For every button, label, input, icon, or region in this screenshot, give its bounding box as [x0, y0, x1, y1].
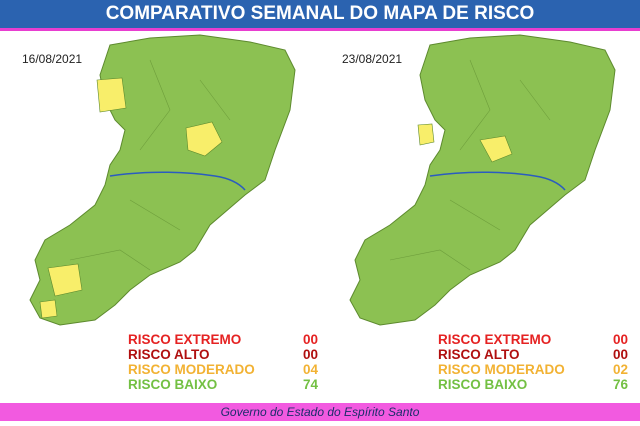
risk-count: 00: [612, 332, 628, 347]
legend-row: RISCO ALTO 00: [438, 347, 628, 362]
risk-label: RISCO BAIXO: [128, 377, 218, 392]
risk-label: RISCO MODERADO: [438, 362, 565, 377]
title: COMPARATIVO SEMANAL DO MAPA DE RISCO: [0, 0, 640, 31]
legend-row: RISCO EXTREMO 00: [128, 332, 318, 347]
risk-label: RISCO EXTREMO: [128, 332, 242, 347]
date: 23/08/2021: [342, 52, 403, 66]
risk-label: RISCO EXTREMO: [438, 332, 552, 347]
risk-count: 04: [302, 362, 318, 377]
legend-row: RISCO MODERADO 04: [128, 362, 318, 377]
moderate-region: [417, 123, 435, 146]
legend-row: RISCO MODERADO 02: [438, 362, 628, 377]
risk-label: RISCO BAIXO: [438, 377, 528, 392]
risk-label: RISCO MODERADO: [128, 362, 255, 377]
moderate-region: [47, 263, 83, 297]
legend-row: RISCO EXTREMO 00: [438, 332, 628, 347]
risk-label: RISCO ALTO: [128, 347, 210, 362]
footer: Governo do Estado do Espírito Santo: [0, 403, 640, 421]
risk-count: 00: [612, 347, 628, 362]
moderate-region: [39, 299, 58, 319]
date: 16/08/2021: [22, 52, 83, 66]
legend-row: RISCO ALTO 00: [128, 347, 318, 362]
moderate-region: [185, 121, 223, 157]
risk-count: 00: [302, 332, 318, 347]
legend-row: RISCO BAIXO 74: [128, 377, 318, 392]
risk-count: 00: [302, 347, 318, 362]
risk-label: RISCO ALTO: [438, 347, 520, 362]
legend-row: RISCO BAIXO 76: [438, 377, 628, 392]
risk-count: 02: [612, 362, 628, 377]
legend: RISCO EXTREMO 00 RISCO ALTO 00 RISCO MODERAD…: [438, 332, 628, 392]
map-right: [349, 34, 616, 326]
risk-count: 74: [302, 377, 318, 392]
legend: RISCO EXTREMO 00 RISCO ALTO 00 RISCO MODERAD…: [128, 332, 318, 392]
moderate-region: [479, 135, 513, 163]
risk-count: 76: [612, 377, 628, 392]
moderate-region: [96, 77, 127, 113]
